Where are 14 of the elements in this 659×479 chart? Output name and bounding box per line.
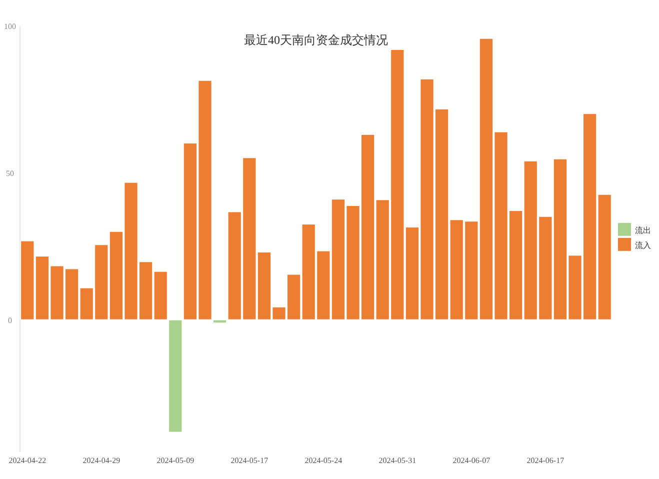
x-tick-label: 2024-05-24 bbox=[304, 456, 342, 465]
legend-label: 流出 bbox=[635, 226, 651, 235]
y-tick-label: 100 bbox=[4, 22, 16, 31]
text: 最近40天南向资金成交情况 bbox=[244, 33, 388, 47]
x-tick-label: 2024-05-09 bbox=[156, 456, 194, 465]
x-tick-label: 2024-04-22 bbox=[8, 456, 46, 465]
legend-label: 流入 bbox=[635, 240, 651, 250]
x-tick-label: 2024-06-17 bbox=[526, 456, 564, 465]
x-tick-label: 2024-05-31 bbox=[378, 456, 416, 465]
y-tick-label: 50 bbox=[6, 168, 14, 178]
x-tick-label: 2024-05-17 bbox=[230, 456, 268, 465]
y-tick-label: 0 bbox=[8, 316, 12, 325]
x-tick-label: 2024-04-29 bbox=[82, 456, 120, 465]
x-tick-label: 2024-06-07 bbox=[452, 456, 490, 465]
